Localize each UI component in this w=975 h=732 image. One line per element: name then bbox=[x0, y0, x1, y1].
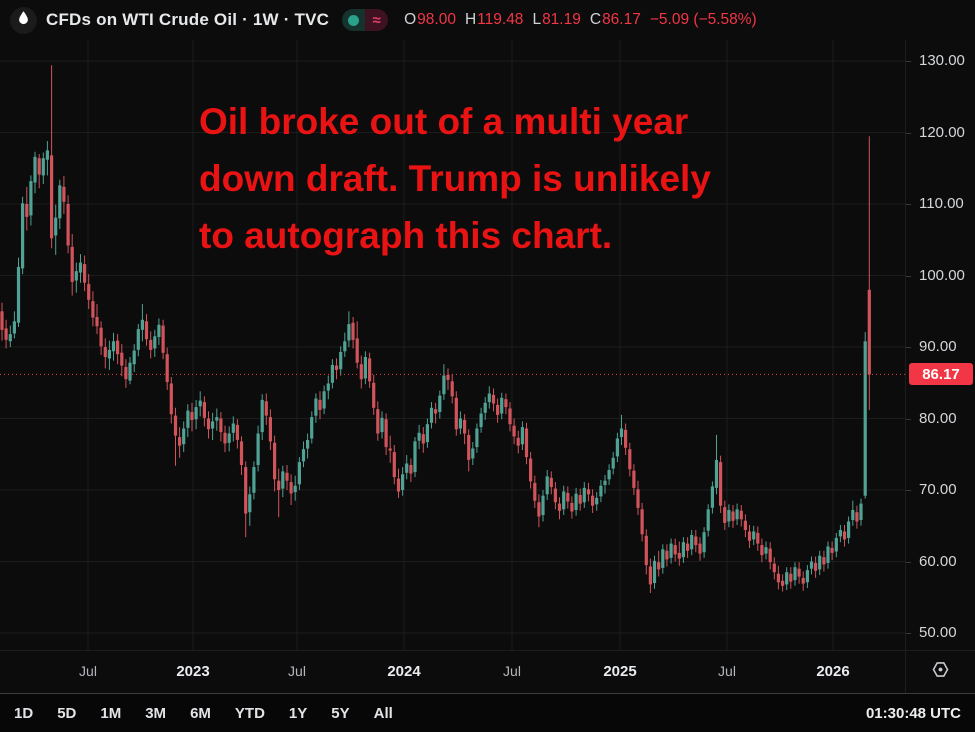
price-axis-label: 130.00 bbox=[919, 52, 965, 69]
price-axis-tick bbox=[906, 61, 911, 62]
price-axis-tick bbox=[906, 418, 911, 420]
price-axis-label: 100.00 bbox=[919, 266, 965, 284]
ohlc-readout: O 98.00 H 119.48 L 81.19 C 86.17 −5.09 (… bbox=[404, 11, 757, 29]
range-button-5y[interactable]: 5Y bbox=[331, 704, 350, 722]
close-value: 86.17 bbox=[602, 11, 641, 28]
range-button-all[interactable]: All bbox=[373, 704, 393, 722]
open-key: O bbox=[404, 11, 417, 28]
range-button-ytd[interactable]: YTD bbox=[234, 704, 265, 722]
annotation-text[interactable]: Oil broke out of a multi year down draft… bbox=[199, 93, 799, 264]
change-value: −5.09 (−5.58%) bbox=[649, 11, 757, 28]
price-axis-tick bbox=[906, 561, 911, 563]
low-value: 81.19 bbox=[542, 11, 581, 28]
price-axis-tick bbox=[906, 132, 911, 134]
range-button-1m[interactable]: 1M bbox=[100, 704, 122, 722]
price-axis-tick bbox=[906, 204, 911, 205]
high-key: H bbox=[464, 11, 477, 28]
time-axis[interactable]: Jul 2023 Jul 2024 Jul 2025 Jul 2026 bbox=[0, 650, 905, 693]
range-button-3m[interactable]: 3M bbox=[145, 704, 167, 722]
oil-drop-icon bbox=[16, 10, 31, 30]
price-axis-label: 70.00 bbox=[919, 481, 957, 498]
price-axis-tick bbox=[906, 490, 911, 491]
price-axis-tick bbox=[906, 347, 911, 348]
price-axis-label: 120.00 bbox=[919, 123, 965, 141]
time-axis-label: Jul bbox=[288, 663, 306, 679]
price-axis-label: 50.00 bbox=[919, 624, 957, 641]
axis-corner bbox=[905, 650, 975, 693]
symbol-title[interactable]: CFDs on WTI Crude Oil · 1W · TVC bbox=[46, 10, 330, 29]
time-axis-label: Jul bbox=[503, 663, 521, 679]
chart-header: CFDs on WTI Crude Oil · 1W · TVC ≈ O 98.… bbox=[0, 0, 975, 40]
annotation-line: down draft. Trump is unlikely bbox=[199, 158, 711, 199]
time-axis-label: 2025 bbox=[603, 663, 637, 680]
time-axis-label: 2023 bbox=[176, 663, 210, 680]
time-axis-label: 2026 bbox=[816, 663, 850, 680]
low-key: L bbox=[532, 11, 542, 28]
time-axis-label: 2024 bbox=[387, 663, 421, 680]
market-status-toggle[interactable]: ≈ bbox=[342, 9, 389, 31]
price-axis-label: 80.00 bbox=[919, 409, 957, 427]
price-axis-tick bbox=[906, 633, 911, 634]
price-axis-tick bbox=[906, 275, 911, 277]
time-axis-label: Jul bbox=[79, 663, 97, 679]
price-axis-label: 60.00 bbox=[919, 552, 957, 570]
range-toolbar: 1D 5D 1M 3M 6M YTD 1Y 5Y All 01:30:48 UTC bbox=[0, 693, 975, 732]
last-price-label: 86.17 bbox=[909, 363, 973, 386]
annotation-line: to autograph this chart. bbox=[199, 215, 613, 256]
open-value: 98.00 bbox=[417, 11, 456, 28]
price-axis[interactable]: 86.17 130.00 120.00 110.00 100.00 90.00 80.00… bbox=[905, 40, 975, 650]
annotation-line: Oil broke out of a multi year bbox=[199, 101, 689, 142]
time-axis-label: Jul bbox=[718, 663, 736, 679]
close-key: C bbox=[589, 11, 602, 28]
delayed-data-icon: ≈ bbox=[372, 11, 381, 29]
axis-settings-gear-icon[interactable] bbox=[930, 659, 951, 685]
market-open-dot-icon bbox=[348, 14, 360, 26]
price-axis-label: 90.00 bbox=[919, 338, 957, 355]
clock-utc[interactable]: 01:30:48 UTC bbox=[865, 704, 961, 722]
range-button-5d[interactable]: 5D bbox=[57, 704, 77, 722]
range-button-6m[interactable]: 6M bbox=[190, 704, 211, 722]
high-value: 119.48 bbox=[477, 11, 524, 28]
price-axis-label: 110.00 bbox=[919, 195, 964, 212]
chart-pane[interactable] bbox=[0, 40, 905, 650]
symbol-logo[interactable] bbox=[10, 6, 37, 34]
range-button-1d[interactable]: 1D bbox=[14, 704, 34, 722]
candlestick-chart bbox=[0, 40, 905, 650]
range-button-1y[interactable]: 1Y bbox=[288, 704, 308, 722]
